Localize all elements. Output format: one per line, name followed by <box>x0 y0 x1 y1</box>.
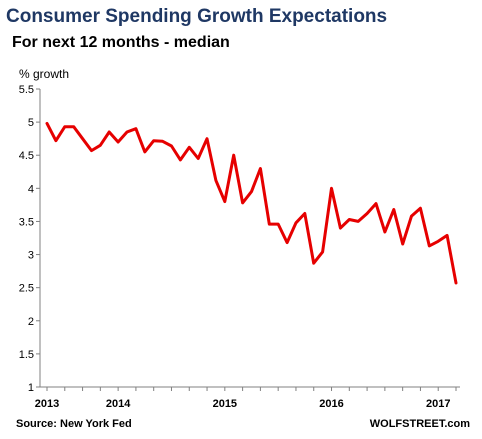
y-tick-label: 1.5 <box>19 349 34 361</box>
chart-subtitle: For next 12 months - median <box>12 34 230 51</box>
y-tick-label: 3.5 <box>19 216 34 228</box>
y-tick-label: 5 <box>28 117 34 129</box>
y-tick-label: 2 <box>28 316 34 328</box>
y-tick-label: 4.5 <box>19 150 34 162</box>
y-tick-label: 5.5 <box>19 84 34 96</box>
y-tick-label: 3 <box>28 250 34 262</box>
y-axis: 1 1.5 2 2.5 3 3.5 4 4.5 5 5.5 <box>19 84 41 394</box>
series-group <box>45 121 458 285</box>
chart-title: Consumer Spending Growth Expectations <box>6 6 388 27</box>
x-tick-label: 2014 <box>106 398 131 410</box>
x-axis: 2013 2014 2015 2016 2017 <box>35 386 460 410</box>
x-tick-label: 2015 <box>213 398 237 410</box>
series-line <box>45 121 458 285</box>
x-tick-label: 2013 <box>35 398 59 410</box>
y-tick-label: 1 <box>28 382 34 394</box>
site-credit: WOLFSTREET.com <box>369 418 470 430</box>
y-tick-label: 4 <box>28 183 34 195</box>
x-tick-label: 2017 <box>426 398 450 410</box>
y-axis-label: % growth <box>19 67 69 81</box>
x-tick-label: 2016 <box>319 398 343 410</box>
source-note: Source: New York Fed <box>16 418 132 430</box>
y-tick-label: 2.5 <box>19 283 34 295</box>
